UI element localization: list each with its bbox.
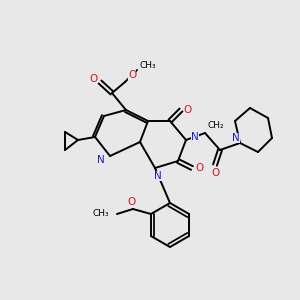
Text: O: O — [128, 70, 136, 80]
Text: N: N — [191, 132, 199, 142]
Text: CH₃: CH₃ — [140, 61, 157, 70]
Text: O: O — [195, 163, 203, 173]
Text: O: O — [89, 74, 97, 84]
Text: O: O — [211, 168, 219, 178]
Text: CH₂: CH₂ — [207, 121, 224, 130]
Text: N: N — [154, 171, 162, 181]
Text: N: N — [97, 155, 105, 165]
Text: O: O — [184, 105, 192, 115]
Text: N: N — [232, 133, 240, 143]
Text: O: O — [128, 197, 136, 207]
Text: CH₃: CH₃ — [92, 209, 109, 218]
